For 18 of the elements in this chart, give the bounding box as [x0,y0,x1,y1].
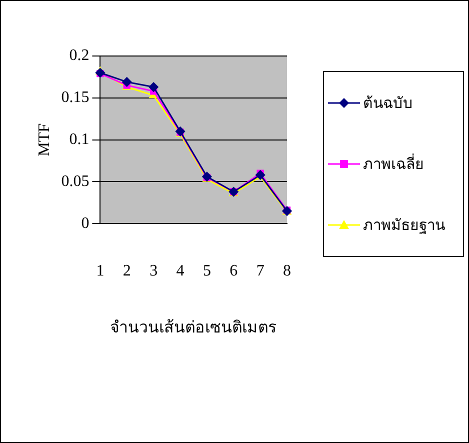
x-tick-label: 4 [176,262,184,280]
x-tick-label: 8 [283,262,291,280]
legend-label: ต้นฉบับ [363,94,413,114]
x-tick-label: 3 [150,262,158,280]
legend-label: ภาพเฉลี่ย [363,152,424,175]
y-tick-label: 0.05 [61,172,90,190]
x-tick-label: 2 [122,262,131,280]
y-tick-label: 0.15 [61,89,90,106]
x-tick-label: 7 [256,262,264,280]
y-axis-title: MTF [36,123,53,156]
y-tick-label: 0 [81,214,90,232]
legend-label: ภาพมัธยฐาน [363,217,445,236]
x-tick-label: 6 [230,262,238,280]
x-tick-label: 5 [202,262,211,280]
y-tick-label: 0.2 [69,47,90,64]
x-axis-title: จำนวนเส้นต่อเซนติเมตร [110,318,278,337]
x-tick-label: 1 [96,262,104,280]
y-tick-label: 0.1 [69,131,90,148]
